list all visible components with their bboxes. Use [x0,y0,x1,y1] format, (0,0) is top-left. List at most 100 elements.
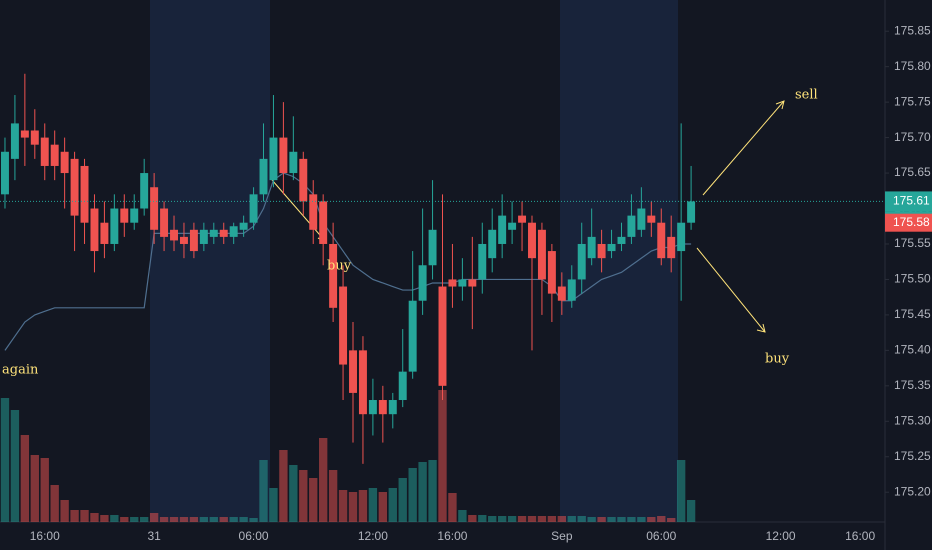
volume-bar [398,478,407,522]
y-tick-label: 175.65 [894,165,931,179]
candle-body [657,222,666,259]
candle-body [518,215,527,223]
annotation: again [2,363,39,378]
candle-body [199,229,208,244]
volume-bar [507,516,517,522]
y-tick-label: 175.50 [894,272,931,286]
volume-bar [199,517,209,522]
volume-bar [40,458,49,522]
candle-body [329,243,338,308]
candle-body [110,208,119,244]
x-tick-label: 16:00 [30,529,60,543]
candle-body [20,130,29,138]
volume-bar [60,500,69,522]
candle-body [498,215,507,244]
x-tick-label: 16:00 [845,529,875,543]
candle-body [567,279,576,301]
candle-body [528,222,536,259]
candle-body [90,208,99,252]
x-tick-label: 12:00 [358,529,388,543]
marker-price-tag [885,213,932,232]
candle-body [170,229,178,241]
volume-bar [289,465,298,522]
volume-bar [100,515,109,522]
candle-body [40,137,49,166]
volume-bar [30,455,39,522]
volume-bar [358,490,368,522]
candle-body [269,137,278,181]
volume-bar [309,478,318,522]
volume-bar [428,460,437,522]
volume-bar [229,517,238,522]
candle-body [179,236,188,244]
candle-body [627,215,636,237]
volume-bar [169,517,179,522]
candle-body [249,194,258,223]
x-tick-label: 06:00 [239,529,269,543]
candle-body [617,236,626,244]
volume-bar [239,517,248,522]
volume-bar [567,516,576,522]
volume-bar [219,517,228,522]
volume-bar [667,518,676,522]
candle-body [378,400,387,415]
volume-bar [120,517,129,522]
candle-body [150,187,159,230]
volume-bar [686,500,696,522]
volume-bar [537,516,547,522]
candle-body [140,173,149,209]
volume-bar [647,517,656,522]
y-tick-label: 175.55 [894,236,931,250]
candle-body [120,208,129,223]
x-tick-label: Sep [551,529,573,543]
candle-body [70,158,79,216]
volume-bar [388,488,397,522]
arrow [696,247,766,333]
candle-body [209,229,218,237]
y-tick-label: 175.35 [894,378,931,392]
candle-body [508,222,517,230]
y-tick-label: 175.85 [894,23,931,37]
volume-bar [338,490,348,522]
candle-body [160,208,169,237]
candle-body [557,286,566,301]
y-tick-label: 175.30 [894,413,931,427]
candle-body [587,236,596,259]
volume-bar [140,517,149,522]
last-price-tag [885,191,932,212]
candle-body [398,371,407,401]
volume-bar [617,517,626,522]
x-tick-label: 06:00 [646,529,676,543]
candle-body [80,165,89,223]
candle-body [677,222,686,252]
session-band [560,0,678,522]
candle-body [0,151,9,195]
volume-bar [80,510,89,522]
candle-body [488,229,497,259]
volume-bar [0,398,10,522]
candle-body [259,158,268,195]
arrow [271,179,327,243]
candle-body [358,350,367,415]
volume-bar [318,438,328,522]
candle-body [547,251,556,294]
arrows [271,100,785,333]
volume-bar [189,517,199,522]
candle-body [428,229,437,266]
volume-bar [10,410,20,522]
candle-body [219,229,228,237]
volume-bar [418,462,427,522]
candle-body [289,151,298,174]
volume-bar [517,516,527,522]
arrow-head [756,323,766,333]
volume-bar [179,517,189,522]
vwap-line [4,172,692,351]
candle-body [189,229,198,252]
candle-body [667,236,676,259]
session-band [150,0,270,522]
volume-bar [130,517,139,522]
candle-body [339,286,348,365]
volume-bar [249,518,258,522]
candle-body [408,300,417,372]
candle-body [448,279,457,287]
